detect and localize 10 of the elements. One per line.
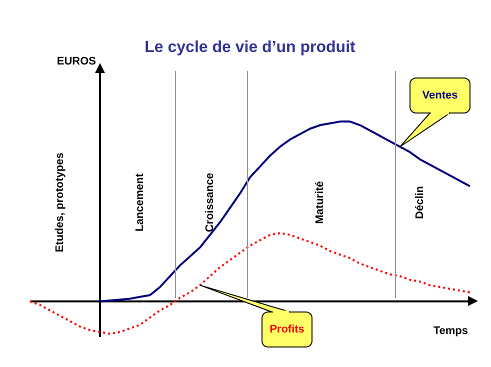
y-axis-title: EUROS: [56, 56, 96, 68]
x-tick-label: Déclin: [414, 186, 426, 219]
speech-callout: Ventes: [400, 78, 470, 147]
speech-callout: Profits: [200, 285, 312, 347]
x-tick-label: Etudes, prototypes: [54, 152, 66, 252]
x-tick-label: Lancement: [134, 173, 146, 232]
x-tick-label: Maturité: [314, 181, 326, 224]
chart-title: Le cycle de vie d’un produit: [144, 39, 356, 56]
x-axis-title: Temps: [433, 324, 468, 337]
x-tick-label: Croissance: [204, 172, 216, 232]
